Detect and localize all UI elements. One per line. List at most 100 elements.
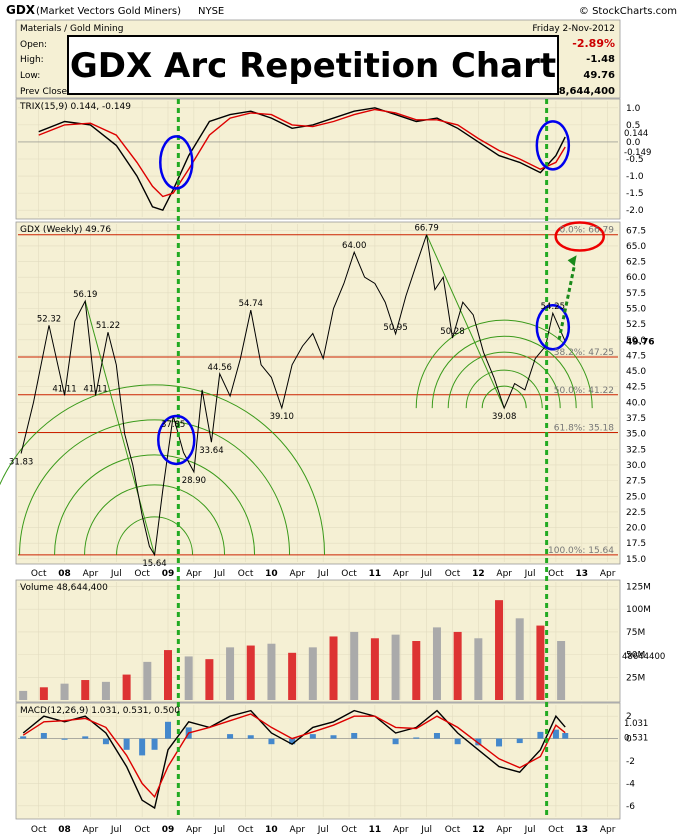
volume-last-value: 48644400: [622, 652, 665, 662]
price-annotation: 56.19: [73, 290, 97, 300]
fib-arc: [481, 385, 527, 409]
y-tick-label: 15.0: [626, 555, 646, 565]
volume-bar: [370, 638, 379, 700]
macd-histogram-bar: [392, 738, 399, 745]
macd-histogram-bar: [454, 738, 461, 745]
open-label: Open:: [20, 40, 47, 50]
price-annotation: 28.90: [182, 476, 206, 486]
y-tick-label: 50M: [626, 651, 645, 661]
macd-histogram-bar: [289, 738, 296, 745]
macd-histogram-bar: [433, 733, 440, 739]
volume-bar: [308, 647, 317, 700]
x-tick-label: 09: [162, 825, 175, 835]
macd-value-label: 1.031: [624, 719, 648, 729]
series-line: [22, 709, 566, 810]
volume-bar: [226, 647, 235, 700]
volume-bar: [101, 681, 110, 700]
x-tick-label: Apr: [186, 569, 202, 579]
y-tick-label: 40.0: [626, 398, 646, 408]
macd-histogram-bar: [496, 738, 503, 747]
macd-histogram-bar: [537, 731, 544, 739]
fib-arc: [84, 484, 226, 555]
trix-title: TRIX(15,9) 0.144, -0.149: [19, 102, 131, 112]
x-tick-label: Jul: [524, 825, 536, 835]
y-tick-label: 65.0: [626, 242, 646, 252]
symbol: GDX: [6, 3, 36, 17]
volume-bar: [329, 636, 338, 700]
price-annotation: 54.74: [239, 299, 263, 309]
exchange: NYSE: [198, 6, 224, 17]
x-tick-label: Oct: [134, 569, 150, 579]
volume-bar: [19, 690, 28, 700]
volume-bar: [267, 643, 276, 700]
fib-arc: [447, 351, 561, 409]
x-tick-label: 10: [265, 569, 278, 579]
macd-histogram-bar: [351, 733, 358, 739]
y-tick-label: 67.5: [626, 226, 646, 236]
y-tick-label: -0.5: [626, 155, 644, 165]
macd-histogram-bar: [227, 734, 234, 739]
volume-bar: [432, 627, 441, 700]
price-last-value: 49.76: [626, 337, 654, 347]
x-tick-label: Oct: [548, 825, 564, 835]
price-annotation: 39.08: [492, 412, 516, 422]
symbol-name: (Market Vectors Gold Miners): [36, 6, 181, 17]
fib-arc: [415, 319, 593, 409]
series-line: [38, 108, 566, 198]
y-tick-label: 1.0: [626, 104, 641, 114]
y-tick-label: 100M: [626, 605, 651, 615]
price-annotation: 50.95: [383, 323, 407, 333]
x-tick-label: Oct: [238, 825, 254, 835]
y-tick-label: -1.0: [626, 172, 644, 182]
macd-histogram-bar: [413, 737, 420, 739]
sector: Materials / Gold Mining: [20, 24, 123, 34]
price-annotation: 51.22: [96, 321, 120, 331]
y-tick-label: 52.5: [626, 320, 646, 330]
overlay-title: GDX Arc Repetition Chart: [70, 46, 556, 86]
target-arrow-head: [567, 255, 577, 267]
x-tick-label: Oct: [445, 569, 461, 579]
x-tick-label: Apr: [290, 569, 306, 579]
date: Friday 2-Nov-2012: [532, 24, 615, 34]
y-tick-label: 22.5: [626, 508, 646, 518]
x-tick-label: Jul: [317, 569, 329, 579]
x-tick-label: 09: [162, 569, 175, 579]
volume-bar: [60, 683, 69, 700]
macd-histogram-bar: [82, 736, 89, 739]
x-tick-label: Oct: [341, 569, 357, 579]
last-price: 49.76: [583, 70, 615, 81]
fib-label: 0.0%: 66.79: [559, 226, 614, 236]
x-tick-label: Apr: [393, 569, 409, 579]
y-tick-label: -2.0: [626, 206, 644, 216]
fib-layer: [18, 234, 618, 556]
price-annotation: 50.28: [440, 327, 464, 337]
price-annotation: 41.11: [83, 384, 107, 394]
y-tick-label: -2: [626, 757, 635, 767]
x-tick-label: 08: [58, 825, 71, 835]
x-tick-label: 13: [576, 569, 589, 579]
y-tick-label: 27.5: [626, 477, 646, 487]
price-annotation: 44.56: [208, 363, 232, 373]
highlight-circle: [535, 120, 571, 171]
macd-histogram-bar: [562, 733, 569, 739]
y-tick-label: 75M: [626, 628, 645, 638]
y-tick-label: 60.0: [626, 273, 646, 283]
y-tick-label: 25.0: [626, 492, 646, 502]
x-tick-label: Oct: [134, 825, 150, 835]
fib-label: 61.8%: 35.18: [554, 424, 615, 434]
volume-bar: [246, 645, 255, 700]
fib-label: 38.2%: 47.25: [554, 348, 614, 358]
price-title: GDX (Weekly) 49.76: [20, 225, 111, 235]
fib-arc: [54, 454, 256, 555]
price-annotation: 15.64: [142, 559, 166, 569]
price-annotation: 33.64: [199, 446, 223, 456]
volume-bar: [536, 625, 545, 700]
x-tick-label: 11: [369, 825, 382, 835]
x-tick-label: Oct: [31, 569, 47, 579]
x-tick-label: Oct: [31, 825, 47, 835]
chart-header: GDX (Market Vectors Gold Miners) NYSE © …: [6, 3, 677, 99]
low-label: Low:: [20, 71, 40, 81]
x-tick-label: Apr: [186, 825, 202, 835]
x-tick-label: 12: [472, 825, 485, 835]
volume-bar: [495, 600, 504, 700]
